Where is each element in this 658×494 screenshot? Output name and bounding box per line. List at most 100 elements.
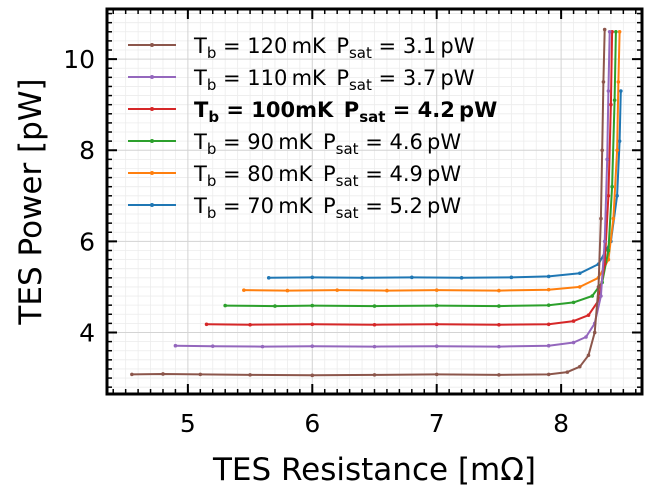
data-point [606,194,611,198]
legend-label: Tb = 100mK Psat = 4.2 pW [194,98,497,126]
data-point [606,89,611,93]
data-point [173,343,178,348]
data-point [310,344,315,348]
data-point [204,322,209,327]
data-point [310,322,315,327]
data-point [617,139,622,143]
data-point [242,288,246,292]
legend-item-70mK: Tb = 70 mK Psat = 5.2 pW [128,194,461,222]
data-point [310,373,315,378]
data-point [617,29,622,34]
series-layer [130,27,623,378]
series-110mK [173,29,612,349]
legend-item-110mK: Tb = 110 mK Psat = 3.7 pW [128,66,475,94]
data-point [571,340,576,345]
data-point [584,335,588,339]
data-point [599,294,603,298]
data-point [248,322,252,327]
legend: Tb = 120 mK Psat = 3.1 pW Tb = 110 mK Psa… [128,34,497,222]
data-point [614,29,618,34]
data-point [577,285,582,289]
x-tick-label: 6 [304,409,320,438]
data-point [223,303,227,308]
legend-item-90mK: Tb = 90 mK Psat = 4.6 pW [128,130,461,158]
legend-swatch-marker [150,171,154,175]
data-point [372,344,377,349]
series-120mK [130,27,607,378]
data-point [616,80,621,84]
data-point [602,27,607,32]
data-point [605,157,609,162]
data-point [592,330,597,335]
data-point [615,194,619,198]
data-point [210,344,215,348]
series-line [206,31,614,326]
data-point [546,303,551,307]
legend-label: Tb = 120 mK Psat = 3.1 pW [193,34,475,62]
data-point [546,287,551,292]
data-point [571,319,576,323]
legend-item-100mK: Tb = 100mK Psat = 4.2 pW [128,98,497,126]
legend-label: Tb = 70 mK Psat = 5.2 pW [193,194,461,222]
legend-label: Tb = 90 mK Psat = 4.6 pW [193,130,461,158]
series-line [175,31,611,348]
data-point [607,29,612,34]
data-point [266,276,271,280]
data-point [372,373,377,377]
data-point [612,98,617,102]
y-tick-label: 4 [79,318,95,347]
data-point [609,102,613,107]
legend-swatch-marker [150,107,154,111]
data-point [596,285,601,289]
legend-swatch-marker [150,43,154,47]
data-point [410,275,414,280]
x-tick-label: 5 [180,409,196,438]
data-point [586,353,591,358]
data-point [360,276,364,280]
grid [107,9,642,394]
legend-label: Tb = 80 mK Psat = 4.9 pW [193,162,461,190]
y-tick-label: 6 [79,227,95,256]
data-point [248,373,252,377]
data-point [335,288,339,292]
series-90mK [223,29,618,308]
data-point [385,288,389,293]
data-point [577,271,582,276]
data-point [497,304,501,308]
data-point [571,300,576,305]
legend-item-120mK: Tb = 120 mK Psat = 3.1 pW [128,34,475,62]
data-point [434,372,439,377]
data-point [161,372,165,376]
x-tick-label: 7 [429,409,445,438]
data-point [273,304,277,308]
data-point [601,80,606,84]
data-point [546,343,551,348]
y-axis-label: TES Power [pW] [13,78,49,325]
data-point [434,344,439,348]
data-point [615,148,619,153]
data-point [600,148,604,153]
data-point [546,322,551,327]
data-point [260,344,265,349]
y-tick-label: 8 [79,136,95,165]
data-point [610,184,614,189]
data-point [599,216,603,221]
series-80mK [242,29,622,293]
series-100mK [204,29,614,327]
data-point [434,322,439,327]
data-point [310,275,315,280]
data-point [546,274,551,279]
legend-swatch-marker [150,203,154,207]
data-point [310,303,315,308]
legend-swatch-marker [150,139,154,143]
data-point [590,294,595,298]
legend-swatch-marker [150,75,154,79]
data-point [198,372,203,377]
data-point [497,373,501,377]
series-line [131,29,606,377]
data-point [497,288,501,293]
data-point [434,288,439,292]
data-point [459,276,464,280]
series-line [225,31,617,308]
